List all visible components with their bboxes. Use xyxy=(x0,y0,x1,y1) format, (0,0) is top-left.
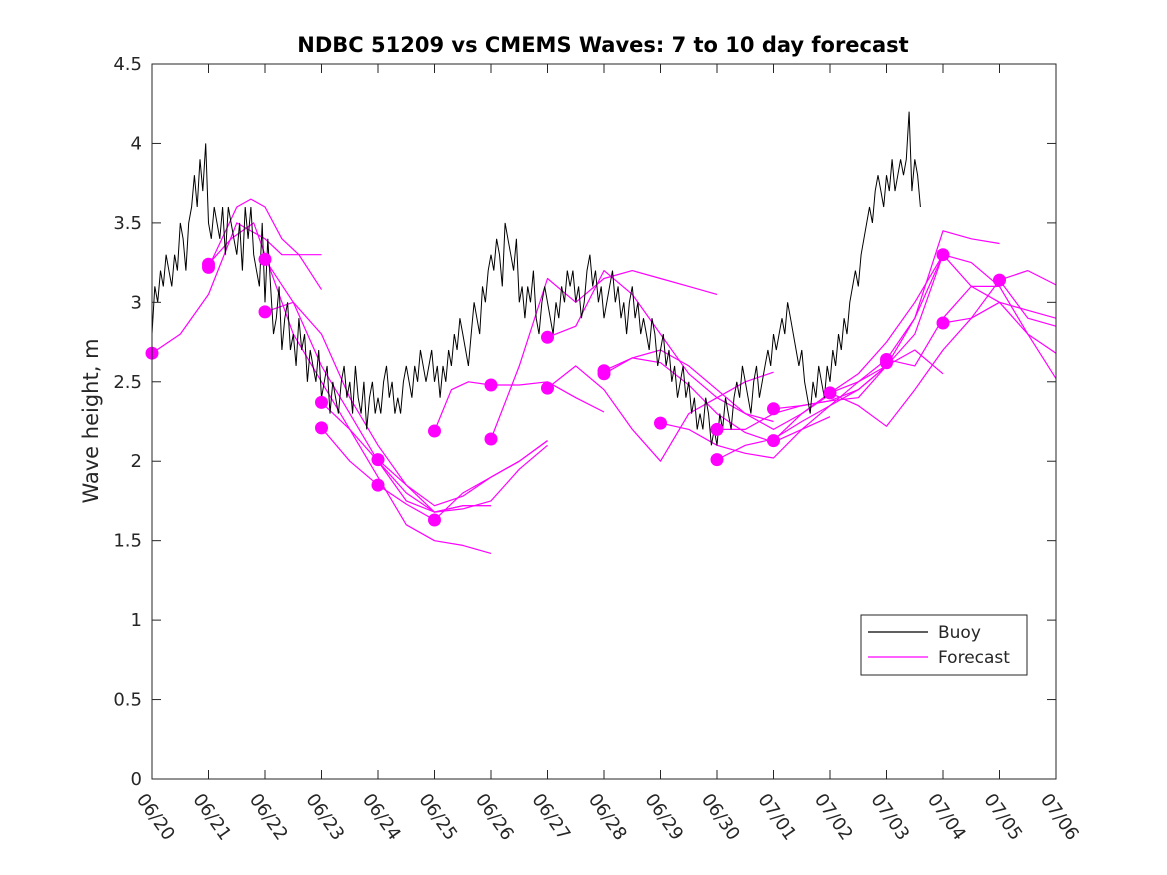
forecast-marker xyxy=(315,395,328,409)
forecast-marker xyxy=(258,305,272,319)
forecast-marker xyxy=(541,330,554,344)
forecast-line-8 xyxy=(433,381,605,432)
forecast-line-1 xyxy=(207,198,322,268)
forecast-marker xyxy=(654,416,667,430)
chart-title: NDBC 51209 vs CMEMS Waves: 7 to 10 day f… xyxy=(297,33,908,57)
forecast-line-0 xyxy=(152,222,323,354)
forecast-line-16 xyxy=(716,349,944,461)
forecast-marker xyxy=(993,273,1006,287)
forecast-line-23 xyxy=(999,279,1056,327)
y-tick-label: 1.5 xyxy=(113,531,142,552)
forecast-marker xyxy=(936,316,950,330)
buoy-line xyxy=(152,111,921,446)
forecast-marker xyxy=(936,248,950,262)
y-tick-label: 1 xyxy=(131,610,142,631)
forecast-marker xyxy=(202,257,215,271)
forecast-marker xyxy=(710,453,724,467)
forecast-marker xyxy=(484,432,498,446)
forecast-line-20 xyxy=(829,270,1056,427)
y-tick-label: 4 xyxy=(131,133,142,154)
y-tick-label: 2.5 xyxy=(113,372,142,393)
y-tick-label: 3 xyxy=(131,292,142,313)
legend-label-forecast: Forecast xyxy=(938,648,1010,668)
y-tick-label: 0 xyxy=(131,769,142,790)
forecast-marker xyxy=(371,478,385,492)
forecast-line-13 xyxy=(603,357,831,443)
forecast-marker xyxy=(710,422,724,436)
forecast-marker xyxy=(428,424,441,438)
forecast-marker xyxy=(541,381,554,395)
forecast-marker xyxy=(597,367,611,381)
y-tick-label: 4.5 xyxy=(113,54,142,75)
legend-label-buoy: Buoy xyxy=(938,623,981,643)
y-axis-label: Wave height, m xyxy=(79,338,103,503)
forecast-line-7 xyxy=(377,440,548,507)
forecast-line-9 xyxy=(490,270,718,440)
forecast-marker xyxy=(880,356,893,370)
forecast-line-22 xyxy=(942,301,1056,354)
forecast-marker xyxy=(258,252,272,266)
legend-box xyxy=(860,614,1028,676)
forecast-line-14 xyxy=(660,365,887,459)
forecast-line-11 xyxy=(547,270,774,423)
forecast-marker xyxy=(767,434,780,448)
y-tick-label: 0.5 xyxy=(113,690,142,711)
legend: Buoy Forecast xyxy=(860,614,1028,676)
forecast-marker xyxy=(428,513,441,527)
forecast-marker xyxy=(371,453,385,467)
forecast-line-12 xyxy=(603,349,831,430)
forecast-line-5 xyxy=(321,401,548,513)
forecast-line-2 xyxy=(208,222,492,554)
forecast-line-21 xyxy=(886,285,1056,367)
forecast-marker xyxy=(315,421,328,435)
forecast-marker xyxy=(767,402,780,416)
forecast-marker xyxy=(484,378,498,392)
marker-layer xyxy=(145,248,1006,527)
y-tick-label: 3.5 xyxy=(113,213,142,234)
forecast-marker xyxy=(823,386,837,400)
y-tick-label: 2 xyxy=(131,451,142,472)
